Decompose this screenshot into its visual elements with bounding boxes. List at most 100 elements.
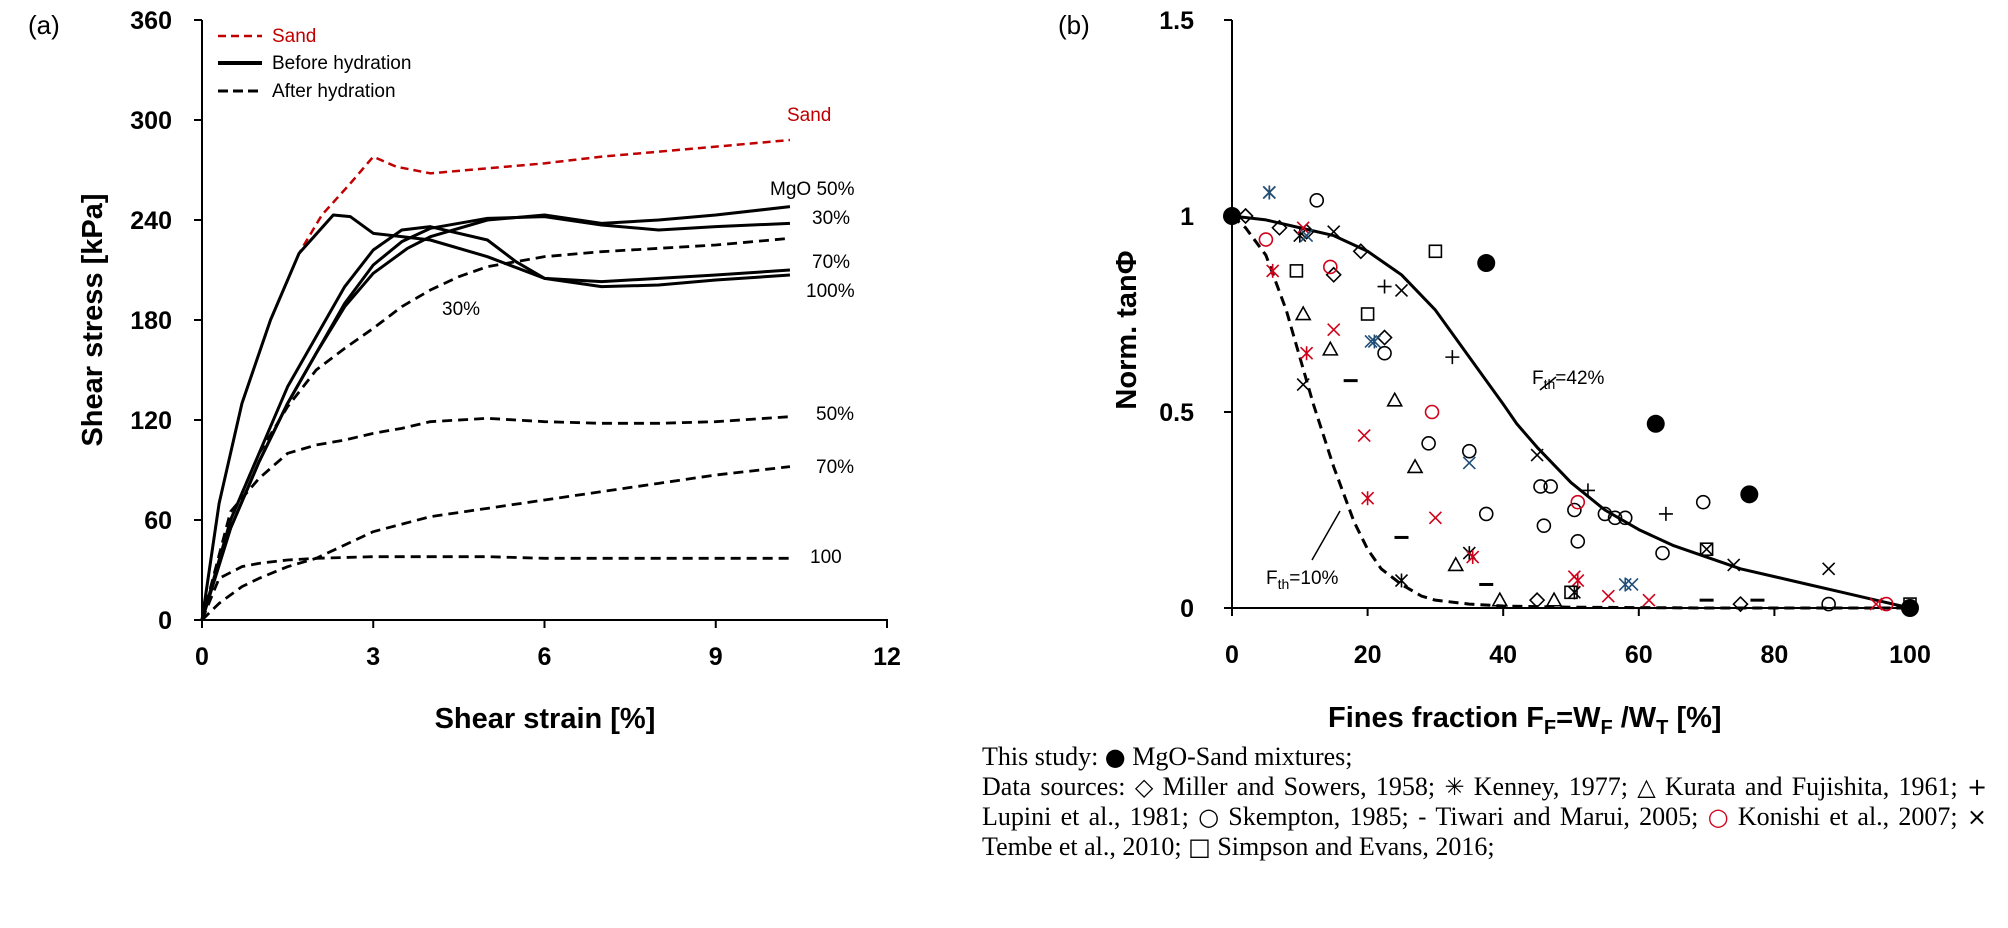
fth42-annotation: Fth=42% [1532,368,1605,392]
b-point-cross [1327,323,1341,337]
b-x-tick-label: 100 [1889,641,1931,669]
b-point-asterisk [1361,491,1375,506]
b-point-cross [1428,511,1442,525]
caption-source-tembe: Tembe et al., 2010; [982,832,1182,861]
a-series-line-8 [200,555,790,621]
b-point-diamond [1376,329,1393,346]
caption-source-miller: Miller and Sowers, 1958; [1162,772,1436,801]
b-point-circle [1567,502,1582,518]
fth10-annotation: Fth=10% [1266,568,1339,592]
b-point-filled-circle [1646,414,1665,433]
caption-source-kurata: Kurata and Fujishita, 1961; [1664,772,1958,801]
b-point-asterisk [1618,577,1632,592]
panel-a-y-axis-label: Shear stress [kPa] [77,193,109,446]
b-point-filled-circle [1740,485,1759,504]
b-point-triangle [1386,391,1404,407]
triangle-icon: △ [1637,773,1656,801]
fth10-leader-line [1311,510,1341,561]
a-series-line-6 [200,415,791,621]
b-point-circle [1323,259,1338,275]
b-x-tick-label: 20 [1354,641,1382,669]
b-point-cross [1364,334,1378,349]
b-point-cross [1357,428,1371,443]
b-point-square [1360,307,1375,321]
a-x-tick-label: 12 [873,643,901,671]
b-point-circle [1695,494,1711,510]
fth42-rest: =42% [1555,368,1604,389]
b-point-square [1289,264,1304,278]
b-point-triangle [1406,458,1424,474]
panel-a-y-ticks: 0 60 120 180 240 300 360 [130,7,202,635]
b-point-filled-circle [1223,207,1241,225]
b-x-tick-label: 80 [1760,641,1788,669]
b-point-plus [1445,350,1460,365]
a-x-tick-label: 6 [538,643,552,671]
xlabel-sub-f2: F [1600,717,1612,739]
b-point-cross [1727,558,1741,572]
a-series-line-1 [200,213,791,621]
a-y-tick-label: 240 [130,207,172,235]
b-point-plus [1580,483,1595,498]
fth42-leader-line [1539,376,1557,391]
b-curve-1 [1231,214,1910,610]
b-point-circle [1377,345,1392,361]
b-point-circle [1421,436,1436,451]
b-point-circle [1597,506,1613,522]
caption-source-skempton: Skempton, 1985; [1228,802,1409,831]
a-y-tick-label: 120 [130,407,172,435]
b-point-cross [1394,283,1409,298]
b-point-circle [1478,506,1494,522]
b-point-cross [1327,225,1341,239]
b-point-cross [1601,589,1615,603]
a-series-line-4 [200,225,791,621]
caption-this-study-suffix: MgO-Sand mixtures; [1132,742,1353,771]
b-point-asterisk [1394,573,1409,588]
dash-icon: - [1417,803,1427,831]
b-point-plus [1377,279,1392,294]
b-point-triangle [1294,305,1312,321]
caption-source-tiwari: Tiwari and Marui, 2005; [1435,802,1699,831]
legend-label-before: Before hydration [272,53,411,74]
figure-caption: This study: ● MgO-Sand mixtures; Data so… [982,742,1987,862]
b-point-filled-circle [1477,254,1496,273]
panel-a-shear-stress-chart: (a) 0 60 120 180 240 300 360 0 3 6 9 12 Shear stra… [28,7,901,735]
caption-line-this-study: This study: ● MgO-Sand mixtures; [982,742,1987,772]
b-point-circle [1617,510,1633,526]
b-point-square [1428,244,1443,259]
b-point-diamond [1352,243,1369,260]
a-x-tick-label: 9 [709,643,723,671]
b-point-asterisk [1300,346,1314,361]
curve-label-sand: Sand [787,105,831,126]
legend-label-sand: Sand [272,26,316,47]
b-point-triangle [1321,340,1339,356]
a-y-tick-label: 60 [144,507,172,535]
b-point-circle [1570,534,1586,549]
fth42-f: F [1532,368,1544,389]
b-point-triangle [1491,591,1509,607]
fth42-sub: th [1544,376,1556,392]
circle-icon: ○ [1198,803,1220,831]
fth10-f: F [1266,568,1278,589]
xlabel-part-eq: =W [1556,702,1601,734]
b-point-circle [1570,494,1586,510]
curve-label-after-100: 100 [810,547,842,568]
a-series-line-7 [201,465,791,622]
caption-source-konishi: Konishi et al., 2007; [1737,802,1958,831]
b-y-tick-label: 0 [1180,595,1194,623]
panel-b-y-ticks: 0 0.5 1 1.5 [1159,7,1232,623]
xlabel-sub-t: T [1656,717,1668,739]
b-point-cross [1530,448,1544,462]
panel-b-y-axis-label: Norm. tanΦ [1111,250,1143,409]
b-point-circle [1607,510,1623,526]
b-point-cross [1822,562,1836,576]
b-curve-0 [1231,214,1911,610]
diamond-icon: ◇ [1134,773,1154,801]
a-y-tick-label: 0 [158,607,172,635]
asterisk-icon: ✳ [1444,773,1465,801]
b-point-cross [1296,221,1310,235]
b-point-plus [1658,506,1673,521]
b-point-circle [1462,443,1477,459]
curve-label-mgo50: MgO 50% [770,179,855,200]
b-point-circle [1536,518,1552,533]
b-point-filled-circle [1901,599,1919,617]
